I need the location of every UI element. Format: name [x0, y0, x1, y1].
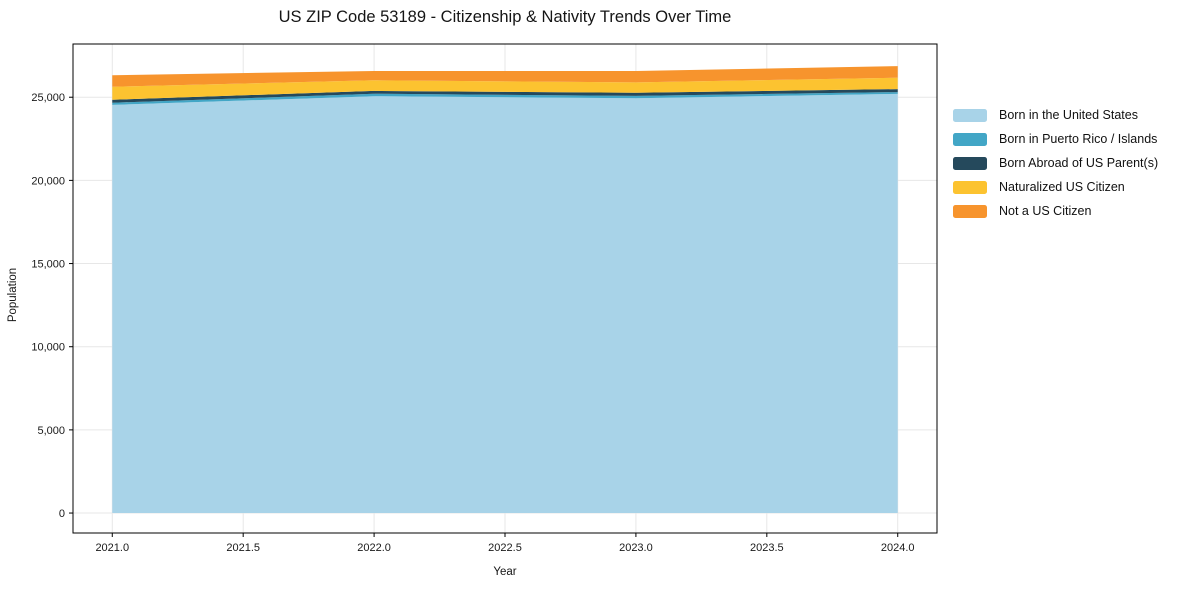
legend-item-born-in-puerto-rico-islands: Born in Puerto Rico / Islands: [953, 132, 1158, 146]
area-born-in-the-united-states: [112, 93, 898, 514]
x-tick-label: 2022.0: [357, 542, 391, 554]
x-tick-label: 2023.5: [750, 542, 784, 554]
chart-title: US ZIP Code 53189 - Citizenship & Nativi…: [278, 8, 732, 26]
x-tick-label: 2021.5: [226, 542, 260, 554]
x-tick-label: 2021.0: [95, 542, 129, 554]
legend-swatch: [953, 108, 987, 122]
legend: Born in the United States Born in Puerto …: [953, 108, 1158, 228]
area-born-abroad-of-us-parent-s: [112, 89, 898, 103]
legend-label: Born in the United States: [999, 108, 1138, 122]
y-tick-label: 10,000: [31, 342, 65, 354]
legend-swatch: [953, 132, 987, 146]
legend-swatch: [953, 204, 987, 218]
legend-label: Born Abroad of US Parent(s): [999, 156, 1159, 170]
area-not-a-us-citizen: [112, 66, 898, 87]
y-tick-label: 25,000: [31, 92, 65, 104]
legend-swatch: [953, 180, 987, 194]
legend-item-not-a-us-citizen: Not a US Citizen: [953, 204, 1158, 218]
y-tick-label: 20,000: [31, 175, 65, 187]
legend-item-born-in-the-united-states: Born in the United States: [953, 108, 1158, 122]
x-axis-title: Year: [493, 566, 517, 578]
legend-item-born-abroad-of-us-parent-s: Born Abroad of US Parent(s): [953, 156, 1158, 170]
x-tick-label: 2022.5: [488, 542, 522, 554]
x-tick-label: 2024.0: [881, 542, 915, 554]
area-naturalized-us-citizen: [112, 77, 898, 100]
y-axis-title: Population: [7, 267, 19, 323]
y-tick-label: 5,000: [37, 425, 65, 437]
legend-label: Born in Puerto Rico / Islands: [999, 132, 1158, 146]
legend-label: Not a US Citizen: [999, 204, 1092, 218]
area-born-in-puerto-rico-islands: [112, 92, 898, 105]
legend-item-naturalized-us-citizen: Naturalized US Citizen: [953, 180, 1158, 194]
x-tick-label: 2023.0: [619, 542, 653, 554]
y-tick-label: 0: [59, 508, 65, 520]
y-tick-label: 15,000: [31, 259, 65, 271]
legend-swatch: [953, 156, 987, 170]
legend-label: Naturalized US Citizen: [999, 180, 1125, 194]
